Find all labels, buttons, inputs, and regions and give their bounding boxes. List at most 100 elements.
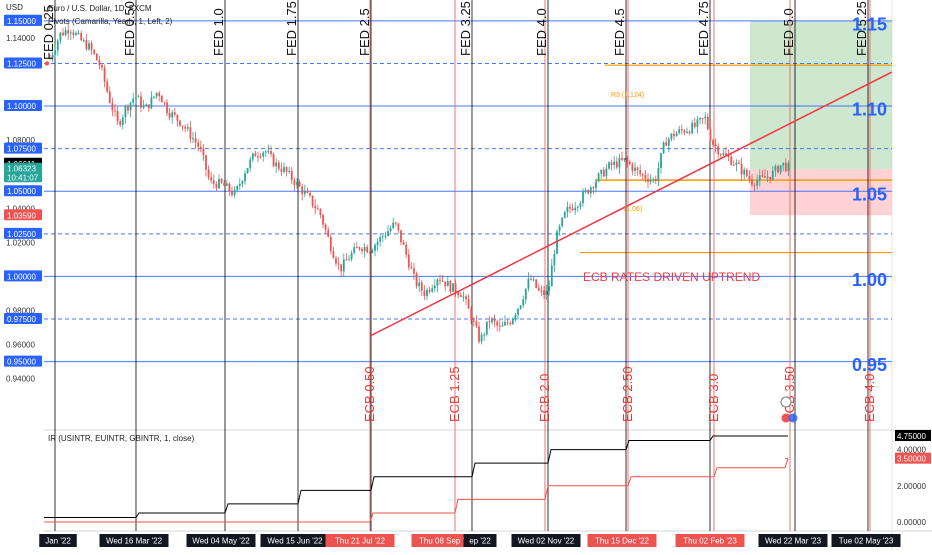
- candle-body[interactable]: [82, 40, 85, 42]
- ir-series-line[interactable]: [44, 435, 788, 518]
- date-badge[interactable]: [186, 534, 256, 547]
- candle-body[interactable]: [75, 33, 77, 35]
- candle-body[interactable]: [613, 161, 616, 166]
- candle-body[interactable]: [225, 183, 228, 186]
- candle-body[interactable]: [259, 156, 262, 158]
- candle-body[interactable]: [121, 117, 124, 125]
- candle-body[interactable]: [158, 92, 161, 96]
- candle-body[interactable]: [647, 178, 649, 182]
- ir-series-line[interactable]: [44, 458, 789, 523]
- candle-body[interactable]: [543, 290, 545, 295]
- candle-body[interactable]: [782, 162, 785, 166]
- candle-body[interactable]: [210, 177, 213, 181]
- price-badge[interactable]: [4, 162, 42, 174]
- candle-body[interactable]: [420, 282, 423, 291]
- candle-body[interactable]: [371, 250, 374, 253]
- candle-body[interactable]: [90, 43, 93, 50]
- candle-body[interactable]: [160, 95, 163, 103]
- candle-body[interactable]: [54, 50, 57, 55]
- candle-body[interactable]: [238, 184, 241, 187]
- candle-body[interactable]: [678, 129, 681, 133]
- candle-body[interactable]: [262, 152, 265, 157]
- candle-body[interactable]: [322, 214, 324, 225]
- candle-body[interactable]: [600, 169, 603, 174]
- candle-body[interactable]: [381, 236, 384, 238]
- candle-body[interactable]: [285, 167, 288, 172]
- date-badge[interactable]: [463, 534, 497, 547]
- fed-label[interactable]: FED 2.5: [357, 8, 372, 56]
- candle-body[interactable]: [236, 186, 239, 191]
- candle-body[interactable]: [186, 127, 189, 129]
- candle-body[interactable]: [743, 169, 746, 175]
- candle-body[interactable]: [134, 97, 137, 99]
- candle-body[interactable]: [64, 30, 67, 36]
- candle-body[interactable]: [426, 289, 428, 297]
- candle-body[interactable]: [337, 263, 340, 265]
- indicator-title[interactable]: Pivots (Camarilla, Yearly, 1, Left, 2): [48, 17, 173, 26]
- candle-body[interactable]: [779, 165, 782, 173]
- candle-body[interactable]: [319, 209, 322, 215]
- event-flag-icon[interactable]: [781, 413, 791, 423]
- candle-body[interactable]: [714, 144, 717, 146]
- symbol-title[interactable]: Euro / U.S. Dollar, 1D, FXCM: [48, 4, 152, 13]
- candle-body[interactable]: [114, 110, 116, 112]
- candle-body[interactable]: [532, 279, 535, 281]
- price-badge[interactable]: [4, 185, 42, 197]
- date-badge[interactable]: [325, 534, 395, 547]
- candle-body[interactable]: [764, 175, 766, 178]
- candle-body[interactable]: [727, 155, 730, 157]
- date-badge[interactable]: [411, 534, 481, 547]
- candle-body[interactable]: [696, 119, 699, 127]
- price-badge[interactable]: [4, 270, 42, 282]
- candle-body[interactable]: [704, 116, 707, 119]
- candle-body[interactable]: [179, 120, 181, 126]
- candle-body[interactable]: [106, 81, 109, 92]
- candle-body[interactable]: [488, 321, 491, 323]
- candle-body[interactable]: [199, 146, 202, 149]
- candle-body[interactable]: [745, 169, 748, 177]
- date-badge[interactable]: [758, 534, 828, 547]
- candle-body[interactable]: [675, 132, 678, 137]
- candle-body[interactable]: [621, 158, 623, 160]
- candle-body[interactable]: [587, 190, 590, 194]
- candle-body[interactable]: [189, 127, 192, 139]
- candle-body[interactable]: [602, 169, 605, 177]
- price-badge[interactable]: [4, 171, 42, 183]
- candle-body[interactable]: [436, 279, 439, 286]
- candle-body[interactable]: [459, 295, 462, 297]
- candle-body[interactable]: [389, 228, 392, 232]
- candle-body[interactable]: [316, 208, 319, 210]
- candle-body[interactable]: [264, 151, 267, 153]
- candle-body[interactable]: [171, 112, 174, 118]
- candle-body[interactable]: [639, 170, 642, 175]
- candle-body[interactable]: [506, 322, 509, 324]
- candle-body[interactable]: [296, 181, 298, 186]
- candle-body[interactable]: [584, 190, 587, 192]
- date-badge[interactable]: [587, 534, 657, 547]
- candle-body[interactable]: [761, 175, 764, 177]
- candle-body[interactable]: [181, 125, 184, 127]
- price-badge[interactable]: [4, 355, 42, 367]
- date-badge[interactable]: [511, 534, 581, 547]
- candle-body[interactable]: [303, 190, 306, 195]
- fed-label[interactable]: FED 5.0: [781, 8, 796, 56]
- fed-label[interactable]: FED 5.25: [854, 1, 869, 56]
- ecb-label[interactable]: ECB 3.50: [782, 366, 797, 422]
- candle-body[interactable]: [748, 176, 751, 180]
- candle-body[interactable]: [732, 164, 735, 166]
- fed-label[interactable]: FED 1.75: [284, 1, 299, 56]
- candle-body[interactable]: [257, 156, 259, 158]
- candle-body[interactable]: [753, 184, 756, 186]
- start-marker[interactable]: [44, 61, 50, 66]
- candle-body[interactable]: [332, 251, 335, 258]
- candle-body[interactable]: [428, 289, 431, 292]
- candle-body[interactable]: [665, 142, 668, 146]
- candle-body[interactable]: [137, 96, 140, 98]
- candle-body[interactable]: [267, 151, 270, 153]
- candle-body[interactable]: [314, 205, 317, 209]
- candle-body[interactable]: [475, 321, 478, 327]
- candle-body[interactable]: [722, 153, 725, 155]
- candle-body[interactable]: [397, 223, 400, 231]
- candle-body[interactable]: [701, 117, 704, 119]
